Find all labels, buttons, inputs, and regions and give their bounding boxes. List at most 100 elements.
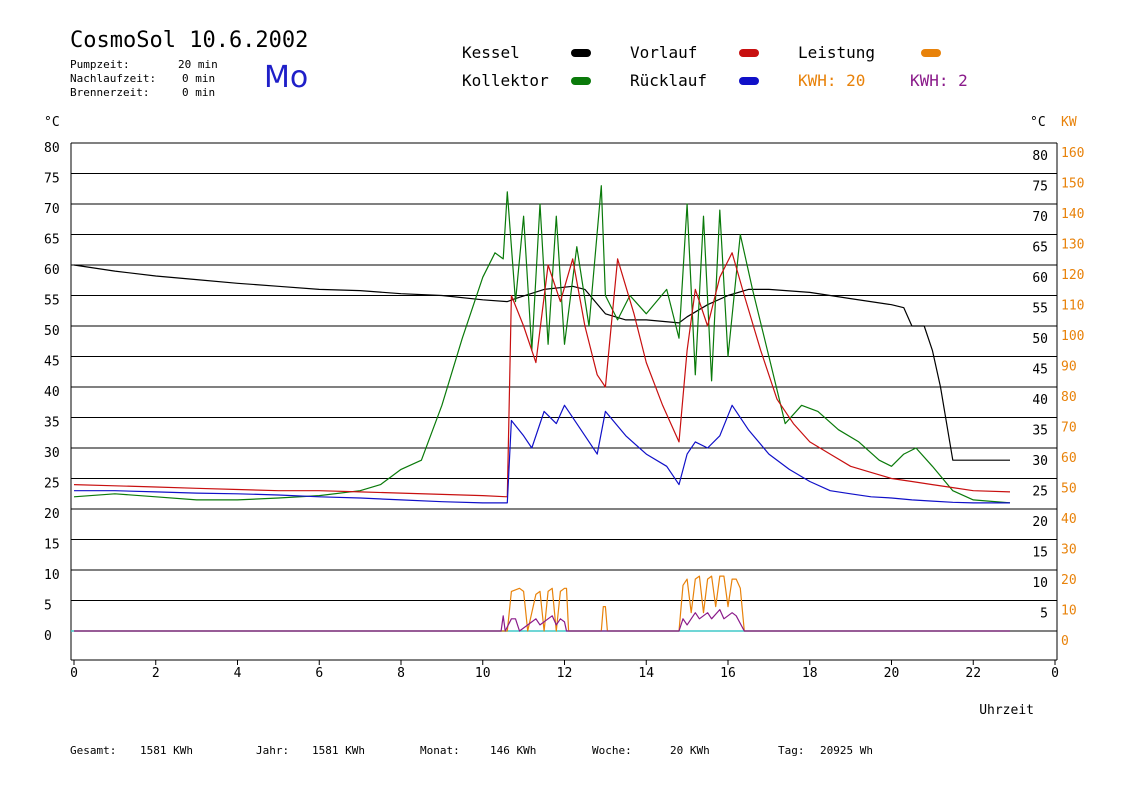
- y-tick-label-kw: 30: [1061, 543, 1077, 558]
- y-tick-label-kw: 40: [1061, 512, 1077, 527]
- y-tick-label-left: 0: [44, 629, 52, 644]
- y-tick-label-left: 20: [44, 507, 60, 522]
- param-brennerzeit-label: Brennerzeit:: [70, 86, 150, 99]
- y-tick-label-kw: 70: [1061, 421, 1077, 436]
- footer-jahr-label: Jahr:: [256, 744, 290, 757]
- y-axis-label-kw: KW: [1061, 115, 1077, 130]
- y-tick-label-left: 70: [44, 202, 60, 217]
- legend-leistung-swatch: [921, 49, 941, 57]
- legend-ruecklauf-swatch: [739, 77, 759, 85]
- y-tick-label-right: 25: [1032, 485, 1048, 500]
- legend-kessel-label: Kessel: [462, 43, 520, 62]
- y-tick-label-right: 65: [1032, 241, 1048, 256]
- param-pumpzeit-label: Pumpzeit:: [70, 58, 130, 71]
- y-tick-label-right: 5: [1040, 607, 1048, 622]
- y-tick-label-kw: 10: [1061, 604, 1077, 619]
- y-tick-label-left: 75: [44, 172, 60, 187]
- footer-tag-label: Tag:: [778, 744, 805, 757]
- x-tick-label: 8: [397, 666, 405, 681]
- series-line-kessel: [73, 264, 1010, 461]
- y-tick-label-left: 10: [44, 568, 60, 583]
- chart-title: CosmoSol 10.6.2002: [70, 28, 309, 53]
- y-tick-label-right: 80: [1032, 149, 1048, 164]
- legend-vorlauf-label: Vorlauf: [630, 43, 698, 62]
- x-tick-label: 12: [557, 666, 573, 681]
- y-axis-label-right: °C: [1030, 115, 1046, 130]
- y-tick-label-kw: 100: [1061, 329, 1084, 344]
- x-tick-label: 10: [475, 666, 491, 681]
- footer-monat-value: 146 KWh: [490, 744, 537, 757]
- x-tick-label: 22: [965, 666, 981, 681]
- legend-kwh1-label: KWH: 20: [798, 71, 866, 90]
- footer-monat-label: Monat:: [420, 744, 460, 757]
- y-tick-label-right: 40: [1032, 393, 1048, 408]
- y-tick-label-kw: 60: [1061, 451, 1077, 466]
- y-tick-label-left: 15: [44, 538, 60, 553]
- y-tick-label-right: 70: [1032, 210, 1048, 225]
- y-axis-label-left: °C: [44, 115, 60, 130]
- y-tick-label-right: 60: [1032, 271, 1048, 286]
- x-tick-label: 0: [70, 666, 78, 681]
- y-tick-label-right: 50: [1032, 332, 1048, 347]
- y-tick-label-right: 75: [1032, 180, 1048, 195]
- series-line-vorlauf: [73, 252, 1011, 498]
- y-tick-label-kw: 120: [1061, 268, 1084, 283]
- y-tick-label-left: 25: [44, 477, 60, 492]
- x-tick-label: 2: [152, 666, 160, 681]
- series-line-leistung: [74, 575, 1010, 632]
- x-tick-label: 6: [315, 666, 323, 681]
- y-tick-label-kw: 50: [1061, 482, 1077, 497]
- y-tick-label-kw: 80: [1061, 390, 1077, 405]
- y-tick-label-left: 80: [44, 141, 60, 156]
- y-tick-label-kw: 160: [1061, 146, 1084, 161]
- footer-tag-value: 20925 Wh: [820, 744, 873, 757]
- y-tick-label-kw: 90: [1061, 360, 1077, 375]
- y-tick-label-right: 35: [1032, 424, 1048, 439]
- y-tick-label-right: 10: [1032, 576, 1048, 591]
- y-tick-label-left: 60: [44, 263, 60, 278]
- legend-vorlauf-swatch: [739, 49, 759, 57]
- y-tick-label-left: 35: [44, 416, 60, 431]
- y-tick-label-left: 40: [44, 385, 60, 400]
- y-tick-label-left: 50: [44, 324, 60, 339]
- y-tick-label-kw: 140: [1061, 207, 1084, 222]
- x-tick-label: 0: [1051, 666, 1059, 681]
- param-brennerzeit-value: 0 min: [182, 86, 216, 99]
- y-tick-label-kw: 0: [1061, 634, 1069, 649]
- y-tick-label-right: 55: [1032, 302, 1048, 317]
- y-tick-label-left: 65: [44, 233, 60, 248]
- y-tick-label-kw: 110: [1061, 299, 1084, 314]
- param-pumpzeit-value: 20 min: [178, 58, 218, 71]
- y-tick-label-kw: 130: [1061, 238, 1084, 253]
- footer-woche-label: Woche:: [592, 744, 632, 757]
- x-tick-label: 14: [638, 666, 654, 681]
- x-tick-label: 18: [802, 666, 818, 681]
- legend-kessel-swatch: [571, 49, 591, 57]
- footer-gesamt-value: 1581 KWh: [140, 744, 193, 757]
- param-nachlaufzeit-value: 0 min: [182, 72, 216, 85]
- y-tick-label-right: 30: [1032, 454, 1048, 469]
- x-axis-label: Uhrzeit: [979, 703, 1034, 718]
- y-tick-label-left: 5: [44, 599, 52, 614]
- x-tick-label: 16: [720, 666, 736, 681]
- legend-ruecklauf-label: Rücklauf: [630, 71, 708, 90]
- footer-woche-value: 20 KWh: [670, 744, 710, 757]
- y-tick-label-left: 45: [44, 355, 60, 370]
- footer-jahr-value: 1581 KWh: [312, 744, 365, 757]
- y-tick-label-right: 45: [1032, 363, 1048, 378]
- weekday-label: Mo: [264, 60, 309, 95]
- legend-leistung-label: Leistung: [798, 43, 876, 62]
- series-line-ruecklauf: [74, 404, 1010, 504]
- y-tick-label-right: 15: [1032, 546, 1048, 561]
- legend-kwh2-label: KWH: 2: [910, 71, 968, 90]
- y-tick-label-left: 30: [44, 446, 60, 461]
- legend-kollektor-swatch: [571, 77, 591, 85]
- param-nachlaufzeit-label: Nachlaufzeit:: [70, 72, 157, 85]
- series-line-kollektor: [73, 185, 1011, 504]
- y-tick-label-left: 55: [44, 294, 60, 309]
- y-tick-label-right: 20: [1032, 515, 1048, 530]
- x-tick-label: 4: [234, 666, 242, 681]
- footer-gesamt-label: Gesamt:: [70, 744, 117, 757]
- y-tick-label-kw: 150: [1061, 177, 1084, 192]
